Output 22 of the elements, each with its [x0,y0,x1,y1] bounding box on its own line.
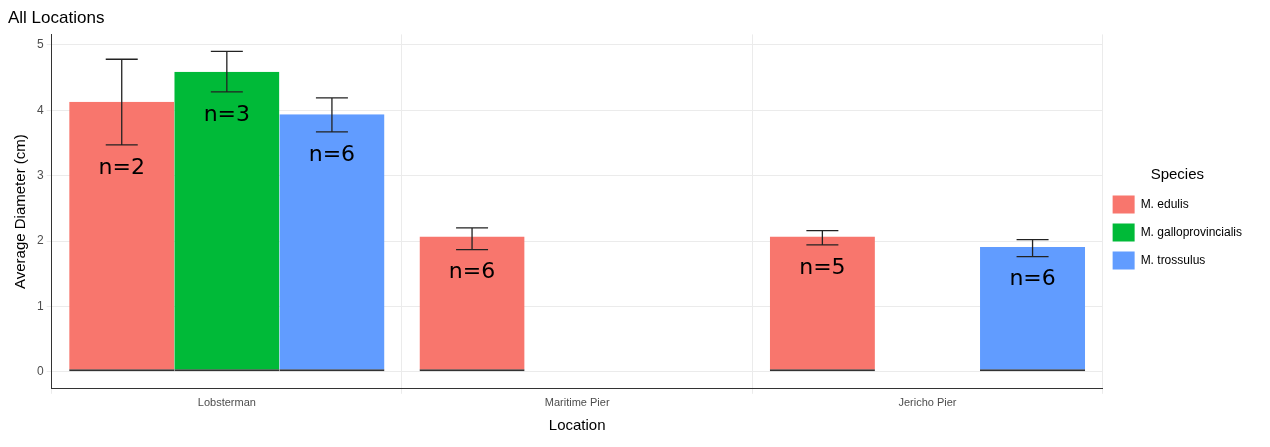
annotation: n=2 [98,153,145,179]
x-tick-label: Maritime Pier [544,396,610,409]
legend-title: Species [1150,165,1204,183]
annotation: n=6 [308,140,356,166]
y-tick-label: 4 [36,102,44,117]
x-axis-title: Location [548,416,606,434]
y-tick-label: 2 [36,233,44,248]
legend-label: M. trossulus [1140,252,1206,267]
x-tick-label: Jericho Pier [898,396,957,409]
x-tick-label: Lobsterman [197,396,256,409]
y-tick-label: 5 [36,37,44,52]
y-tick-label: 0 [36,364,44,379]
annotation: n=6 [448,258,496,284]
y-tick-label: 1 [36,298,44,313]
chart-title: All Locations [8,7,105,27]
y-tick-label: 3 [36,167,44,182]
y-axis-title: Average Diameter (cm) [11,134,29,289]
annotation: n=5 [799,253,846,279]
annotation: n=6 [1009,265,1056,291]
annotation: n=3 [203,100,251,126]
legend-label: M. edulis [1140,196,1189,211]
legend-label: M. galloprovincialis [1140,224,1242,239]
